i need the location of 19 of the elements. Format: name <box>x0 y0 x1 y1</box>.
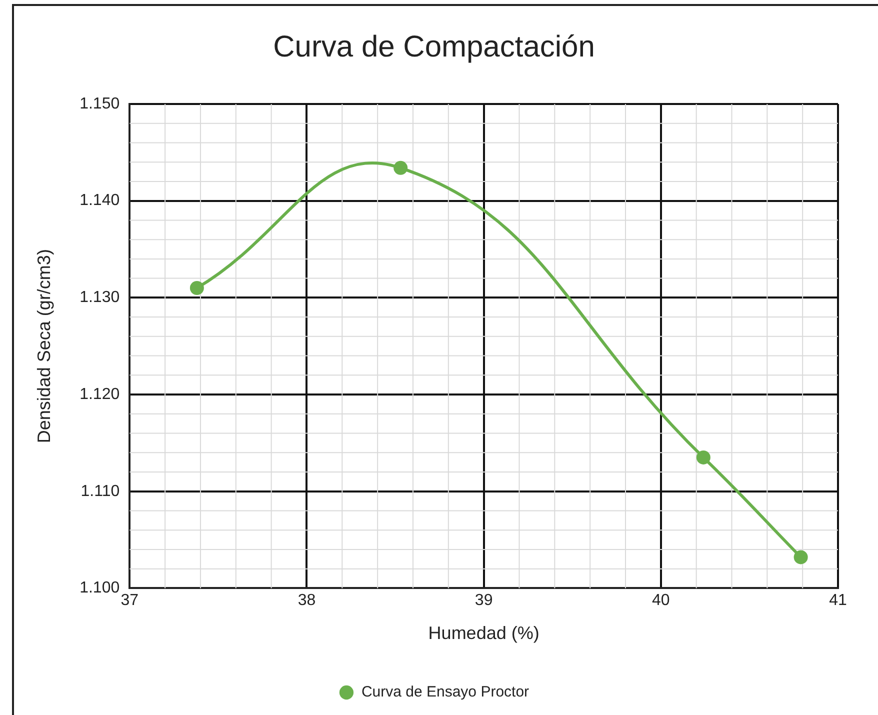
chart-title: Curva de Compactación <box>273 30 595 64</box>
legend-label: Curva de Ensayo Proctor <box>361 684 530 701</box>
x-tick-label: 40 <box>652 592 670 610</box>
y-tick-label: 1.150 <box>80 95 120 112</box>
x-tick-label: 37 <box>120 592 139 610</box>
y-axis-title: Densidad Seca (gr/cm3) <box>34 249 54 444</box>
y-tick-label: 1.120 <box>80 386 120 403</box>
y-tick-label: 1.100 <box>80 580 120 597</box>
point <box>794 550 808 564</box>
x-axis-title: Humedad (%) <box>428 623 540 644</box>
x-tick-label: 41 <box>829 592 847 610</box>
point <box>190 280 204 295</box>
point <box>394 160 408 175</box>
y-tick-label: 1.110 <box>80 482 120 500</box>
y-tick-label: 1.130 <box>80 289 120 306</box>
x-tick-label: 38 <box>298 592 316 610</box>
y-tick-label: 1.140 <box>80 192 120 210</box>
point <box>696 450 710 464</box>
x-tick-label: 39 <box>474 592 493 610</box>
